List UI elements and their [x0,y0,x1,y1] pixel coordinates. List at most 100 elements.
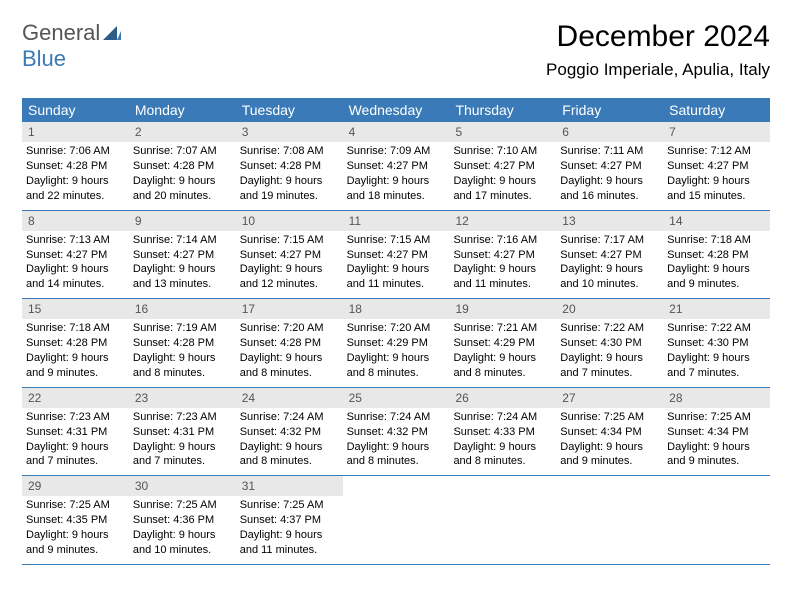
sunrise-text: Sunrise: 7:25 AM [667,410,766,425]
day-number: 11 [343,211,450,231]
sunset-text: Sunset: 4:31 PM [133,425,232,440]
sunset-text: Sunset: 4:27 PM [26,248,125,263]
sunset-text: Sunset: 4:27 PM [347,159,446,174]
week-row: 1 Sunrise: 7:06 AM Sunset: 4:28 PM Daylight… [22,122,770,211]
calendar-cell: 27Sunrise: 7:25 AMSunset: 4:34 PMDayligh… [556,388,663,476]
sunrise-text: Sunrise: 7:23 AM [26,410,125,425]
daylight-text: Daylight: 9 hours and 17 minutes. [453,174,552,204]
sunrise-text: Sunrise: 7:18 AM [26,321,125,336]
day-header: Friday [556,98,663,122]
week-row: 8Sunrise: 7:13 AMSunset: 4:27 PMDaylight… [22,211,770,300]
sunrise-text: Sunrise: 7:07 AM [133,144,232,159]
sunset-text: Sunset: 4:30 PM [667,336,766,351]
cell-content: Sunrise: 7:21 AMSunset: 4:29 PMDaylight:… [449,319,556,386]
month-title: December 2024 [546,20,770,54]
cell-content: Sunrise: 7:25 AMSunset: 4:34 PMDaylight:… [556,408,663,475]
calendar-cell: 11Sunrise: 7:15 AMSunset: 4:27 PMDayligh… [343,211,450,299]
calendar-cell [663,476,770,564]
sunset-text: Sunset: 4:32 PM [347,425,446,440]
sunset-text: Sunset: 4:28 PM [667,248,766,263]
daylight-text: Daylight: 9 hours and 11 minutes. [347,262,446,292]
calendar-cell: 16Sunrise: 7:19 AMSunset: 4:28 PMDayligh… [129,299,236,387]
day-number: 18 [343,299,450,319]
day-header: Tuesday [236,98,343,122]
week-row: 15 Sunrise: 7:18 AM Sunset: 4:28 PM Dayligh… [22,299,770,388]
sunrise-text: Sunrise: 7:24 AM [240,410,339,425]
sunrise-text: Sunrise: 7:08 AM [240,144,339,159]
sunrise-text: Sunrise: 7:25 AM [560,410,659,425]
sunset-text: Sunset: 4:27 PM [453,159,552,174]
daylight-text: Daylight: 9 hours and 18 minutes. [347,174,446,204]
sunrise-text: Sunrise: 7:22 AM [667,321,766,336]
cell-content: Sunrise: 7:12 AMSunset: 4:27 PMDaylight:… [663,142,770,209]
calendar-cell: 29Sunrise: 7:25 AMSunset: 4:35 PMDayligh… [22,476,129,564]
sunset-text: Sunset: 4:29 PM [453,336,552,351]
day-number: 31 [236,476,343,496]
day-number: 17 [236,299,343,319]
day-number: 24 [236,388,343,408]
calendar-cell: 28Sunrise: 7:25 AMSunset: 4:34 PMDayligh… [663,388,770,476]
sunrise-text: Sunrise: 7:10 AM [453,144,552,159]
day-header: Monday [129,98,236,122]
sunrise-text: Sunrise: 7:14 AM [133,233,232,248]
daylight-text: Daylight: 9 hours and 16 minutes. [560,174,659,204]
daylight-text: Daylight: 9 hours and 7 minutes. [560,351,659,381]
day-number: 12 [449,211,556,231]
day-header: Wednesday [343,98,450,122]
calendar-cell: 21Sunrise: 7:22 AMSunset: 4:30 PMDayligh… [663,299,770,387]
cell-content: Sunrise: 7:19 AMSunset: 4:28 PMDaylight:… [129,319,236,386]
day-number: 7 [663,122,770,142]
sunset-text: Sunset: 4:31 PM [26,425,125,440]
sunset-text: Sunset: 4:29 PM [347,336,446,351]
sunrise-text: Sunrise: 7:12 AM [667,144,766,159]
day-number: 6 [556,122,663,142]
sunset-text: Sunset: 4:30 PM [560,336,659,351]
day-number: 1 [22,122,129,142]
sunrise-text: Sunrise: 7:21 AM [453,321,552,336]
calendar-cell: 5 Sunrise: 7:10 AMSunset: 4:27 PMDaylight… [449,122,556,210]
day-number: 4 [343,122,450,142]
day-number: 5 [449,122,556,142]
cell-content: Sunrise: 7:16 AMSunset: 4:27 PMDaylight:… [449,231,556,298]
day-number: 19 [449,299,556,319]
cell-content: Sunrise: 7:07 AMSunset: 4:28 PMDaylight:… [129,142,236,209]
daylight-text: Daylight: 9 hours and 20 minutes. [133,174,232,204]
cell-content: Sunrise: 7:25 AMSunset: 4:34 PMDaylight:… [663,408,770,475]
week-row: 29Sunrise: 7:25 AMSunset: 4:35 PMDayligh… [22,476,770,565]
daylight-text: Daylight: 9 hours and 8 minutes. [453,440,552,470]
cell-content: Sunrise: 7:25 AMSunset: 4:37 PMDaylight:… [236,496,343,563]
day-number: 15 [22,299,129,319]
daylight-text: Daylight: 9 hours and 9 minutes. [667,440,766,470]
daylight-text: Daylight: 9 hours and 8 minutes. [133,351,232,381]
day-number: 25 [343,388,450,408]
day-number: 14 [663,211,770,231]
calendar-cell: 8Sunrise: 7:13 AMSunset: 4:27 PMDaylight… [22,211,129,299]
day-header: Saturday [663,98,770,122]
day-number: 28 [663,388,770,408]
sunset-text: Sunset: 4:28 PM [240,159,339,174]
daylight-text: Daylight: 9 hours and 22 minutes. [26,174,125,204]
sunrise-text: Sunrise: 7:25 AM [240,498,339,513]
logo: General Blue [22,20,121,72]
calendar-cell: 4Sunrise: 7:09 AMSunset: 4:27 PMDaylight… [343,122,450,210]
daylight-text: Daylight: 9 hours and 7 minutes. [133,440,232,470]
day-header: Thursday [449,98,556,122]
sail-icon [103,26,121,40]
sunrise-text: Sunrise: 7:06 AM [26,144,125,159]
sunrise-text: Sunrise: 7:15 AM [240,233,339,248]
sunset-text: Sunset: 4:27 PM [347,248,446,263]
calendar-cell: 13Sunrise: 7:17 AMSunset: 4:27 PMDayligh… [556,211,663,299]
daylight-text: Daylight: 9 hours and 11 minutes. [453,262,552,292]
location: Poggio Imperiale, Apulia, Italy [546,60,770,80]
calendar-cell: 25Sunrise: 7:24 AMSunset: 4:32 PMDayligh… [343,388,450,476]
daylight-text: Daylight: 9 hours and 9 minutes. [26,528,125,558]
cell-content: Sunrise: 7:22 AMSunset: 4:30 PMDaylight:… [663,319,770,386]
sunset-text: Sunset: 4:32 PM [240,425,339,440]
calendar-cell: 18Sunrise: 7:20 AMSunset: 4:29 PMDayligh… [343,299,450,387]
sunset-text: Sunset: 4:33 PM [453,425,552,440]
daylight-text: Daylight: 9 hours and 8 minutes. [347,351,446,381]
sunset-text: Sunset: 4:28 PM [240,336,339,351]
sunset-text: Sunset: 4:34 PM [560,425,659,440]
calendar-cell [556,476,663,564]
sunset-text: Sunset: 4:27 PM [560,159,659,174]
